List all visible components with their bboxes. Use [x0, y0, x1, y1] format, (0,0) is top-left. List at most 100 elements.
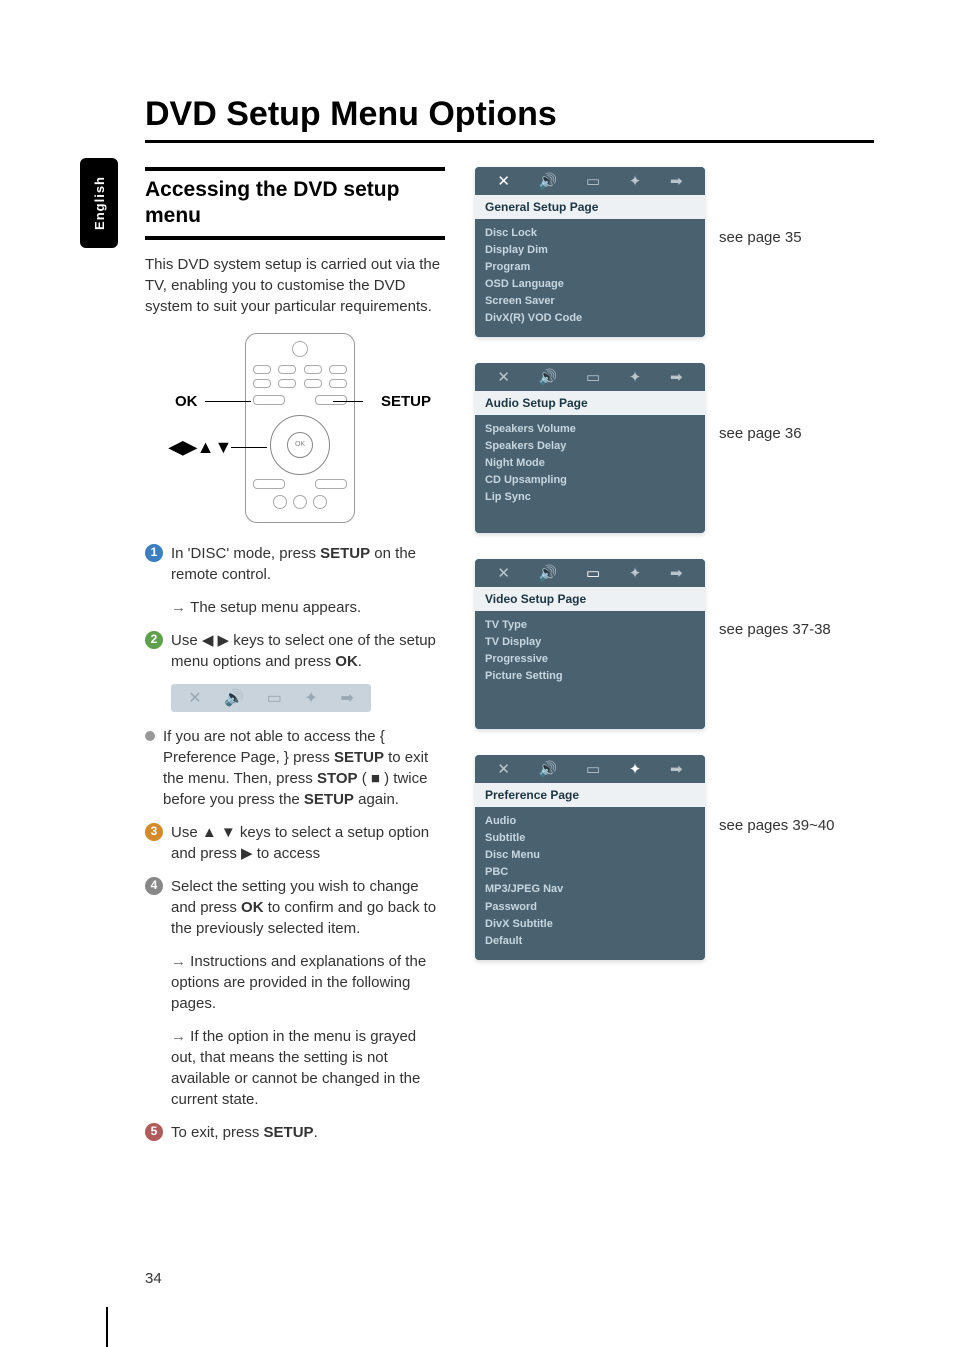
menu-tab-icons: ✕ 🔊 ▭ ✦ ➡ [475, 755, 705, 783]
audio-setup-block: ✕ 🔊 ▭ ✦ ➡ Audio Setup Page Speakers Volu… [475, 363, 855, 533]
menu-item: TV Display [485, 634, 695, 651]
remote-callout-line [205, 401, 251, 403]
page-title: DVD Setup Menu Options [145, 95, 874, 143]
menu-item: Night Mode [485, 455, 695, 472]
right-column: ✕ 🔊 ▭ ✦ ➡ General Setup Page Disc Lock D… [475, 167, 855, 1155]
remote-power-led [292, 341, 308, 357]
menu-item: CD Upsampling [485, 472, 695, 489]
speaker-icon: 🔊 [539, 760, 558, 778]
text-bold: OK [335, 653, 358, 670]
text-fragment: . [358, 653, 362, 670]
menu-item: MP3/JPEG Nav [485, 881, 695, 898]
remote-small-button [278, 365, 296, 374]
menu-title: General Setup Page [475, 195, 705, 219]
remote-small-button [278, 379, 296, 388]
menu-item: Subtitle [485, 830, 695, 847]
remote-callout-line [333, 401, 363, 403]
wrench-icon: ✕ [497, 172, 510, 190]
text-bold: SETUP [264, 1124, 314, 1141]
language-tab-label: English [92, 176, 107, 230]
wrench-icon: ✕ [497, 368, 510, 386]
step-3-text: Use ▲ ▼ keys to select a setup option an… [171, 822, 445, 864]
page-number: 34 [145, 1270, 162, 1287]
text-bold: STOP [317, 770, 358, 787]
intro-paragraph: This DVD system setup is carried out via… [145, 254, 445, 317]
menu-item: Speakers Volume [485, 421, 695, 438]
remote-button-row-3 [253, 395, 347, 405]
remote-arrows-callout: ◀▶▲▼ [169, 437, 232, 458]
menu-item: DivX Subtitle [485, 916, 695, 933]
step-4-text: Select the setting you wish to change an… [171, 876, 445, 939]
text-fragment: Use ◀ ▶ keys to select one of the setup … [171, 632, 436, 670]
remote-ok-callout: OK [175, 393, 198, 410]
wrench-icon: ✕ [188, 688, 201, 708]
bullet-dot-icon [145, 731, 155, 741]
remote-small-button [329, 365, 347, 374]
note-bullet: If you are not able to access the { Pref… [145, 726, 445, 810]
menu-item: Progressive [485, 651, 695, 668]
menu-item: Audio [485, 813, 695, 830]
preference-block: ✕ 🔊 ▭ ✦ ➡ Preference Page Audio Subtitle… [475, 755, 855, 959]
step-1-result: The setup menu appears. [171, 597, 445, 618]
tv-icon: ▭ [586, 172, 600, 190]
remote-button-row-2 [253, 379, 347, 388]
language-tab: English [80, 158, 118, 248]
wrench-icon: ✕ [497, 564, 510, 582]
menu-title: Audio Setup Page [475, 391, 705, 415]
menu-title: Video Setup Page [475, 587, 705, 611]
puzzle-icon: ✦ [629, 172, 642, 190]
remote-ok-button: OK [287, 432, 313, 458]
tv-icon: ▭ [586, 564, 600, 582]
exit-icon: ➡ [670, 368, 683, 386]
step-number-5: 5 [145, 1123, 163, 1141]
step-5: 5 To exit, press SETUP. [145, 1122, 445, 1143]
text-bold: SETUP [304, 791, 354, 808]
preference-menu: ✕ 🔊 ▭ ✦ ➡ Preference Page Audio Subtitle… [475, 755, 705, 959]
menu-item: Screen Saver [485, 293, 695, 310]
remote-button-row-5 [253, 495, 347, 509]
exit-icon: ➡ [670, 172, 683, 190]
wrench-icon: ✕ [497, 760, 510, 778]
tv-icon: ▭ [586, 368, 600, 386]
tv-icon: ▭ [586, 760, 600, 778]
exit-icon: ➡ [670, 564, 683, 582]
text-fragment: again. [354, 791, 399, 808]
menu-item: Picture Setting [485, 668, 695, 685]
remote-wide-button [253, 479, 285, 489]
menu-item: PBC [485, 864, 695, 881]
general-setup-block: ✕ 🔊 ▭ ✦ ➡ General Setup Page Disc Lock D… [475, 167, 855, 337]
speaker-icon: 🔊 [539, 172, 558, 190]
video-setup-menu: ✕ 🔊 ▭ ✦ ➡ Video Setup Page TV Type TV Di… [475, 559, 705, 729]
menu-item: Display Dim [485, 242, 695, 259]
step-4-note-1: Instructions and explanations of the opt… [171, 951, 445, 1014]
step-5-text: To exit, press SETUP. [171, 1122, 445, 1143]
step-1-text: In 'DISC' mode, press SETUP on the remot… [171, 543, 445, 585]
menu-caption: see pages 39~40 [719, 755, 835, 836]
step-number-3: 3 [145, 823, 163, 841]
general-setup-menu: ✕ 🔊 ▭ ✦ ➡ General Setup Page Disc Lock D… [475, 167, 705, 337]
remote-button-row-4 [253, 479, 347, 489]
step-3: 3 Use ▲ ▼ keys to select a setup option … [145, 822, 445, 864]
step-number-1: 1 [145, 544, 163, 562]
remote-small-button [253, 379, 271, 388]
step-2-text: Use ◀ ▶ keys to select one of the setup … [171, 630, 445, 672]
menu-caption: see page 36 [719, 363, 802, 444]
exit-icon: ➡ [340, 688, 353, 708]
menu-item: Disc Lock [485, 225, 695, 242]
menu-icon-strip-inline: ✕ 🔊 ▭ ✦ ➡ [171, 684, 371, 712]
remote-wide-button [253, 395, 285, 405]
menu-items-list: Disc Lock Display Dim Program OSD Langua… [475, 219, 705, 337]
remote-small-button [253, 365, 271, 374]
step-number-4: 4 [145, 877, 163, 895]
speaker-icon: 🔊 [539, 564, 558, 582]
document-page: DVD Setup Menu Options English Accessing… [0, 0, 954, 1347]
exit-icon: ➡ [670, 760, 683, 778]
remote-round-button [293, 495, 307, 509]
menu-caption: see page 35 [719, 167, 802, 248]
menu-item: Default [485, 933, 695, 950]
remote-button-row-1 [253, 365, 347, 374]
menu-item: DivX(R) VOD Code [485, 310, 695, 327]
menu-items-list: Speakers Volume Speakers Delay Night Mod… [475, 415, 705, 533]
text-fragment: . [314, 1124, 318, 1141]
menu-caption: see pages 37-38 [719, 559, 831, 640]
